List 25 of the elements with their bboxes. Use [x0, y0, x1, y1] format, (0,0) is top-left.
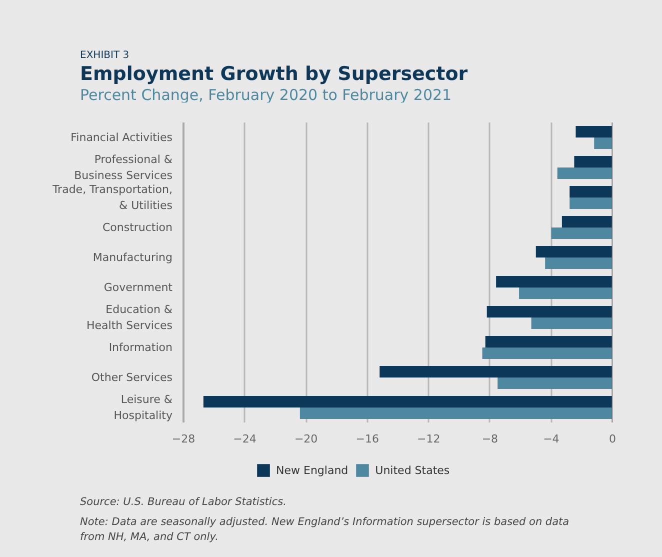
text: Note: Data are seasonally adjusted. New England’s Information supersector is based on data from NH, MA, and CT only.: [80, 515, 570, 545]
chart-title: Employment Growth by Supersector: [80, 63, 468, 86]
y-tick-label: Manufacturing: [92, 251, 173, 264]
y-tick-label: Education & Health Services: [86, 303, 173, 332]
text: EXHIBIT 3: [80, 49, 130, 63]
y-tick-label: Trade, Transportation, & Utilities: [51, 183, 173, 212]
y-tick-label: Financial Activities: [70, 131, 173, 144]
y-tick-label: Other Services: [91, 371, 173, 384]
chart-subtitle: Percent Change, February 2020 to February 2021: [80, 85, 453, 106]
x-tick-label: −4: [543, 432, 560, 446]
y-tick-label: Leisure & Hospitality: [114, 393, 173, 422]
y-tick-label: Construction: [102, 221, 173, 234]
legend-label: New England: [276, 464, 348, 476]
x-tick-label: −24: [233, 432, 256, 446]
y-tick-label: Information: [108, 341, 173, 354]
x-tick-label: −28: [172, 432, 196, 446]
legend-label: United States: [375, 464, 450, 476]
x-tick-label: −12: [417, 432, 440, 446]
y-tick-label: Professional & Business Services: [74, 153, 173, 182]
y-tick-label: Government: [104, 281, 174, 294]
x-tick-label: −16: [356, 432, 379, 446]
x-tick-label: −20: [294, 432, 318, 446]
x-tick-label: 0: [609, 432, 616, 446]
source-note: Source: U.S. Bureau of Labor Statistics.: [80, 495, 288, 510]
x-tick-label: −8: [482, 432, 498, 446]
